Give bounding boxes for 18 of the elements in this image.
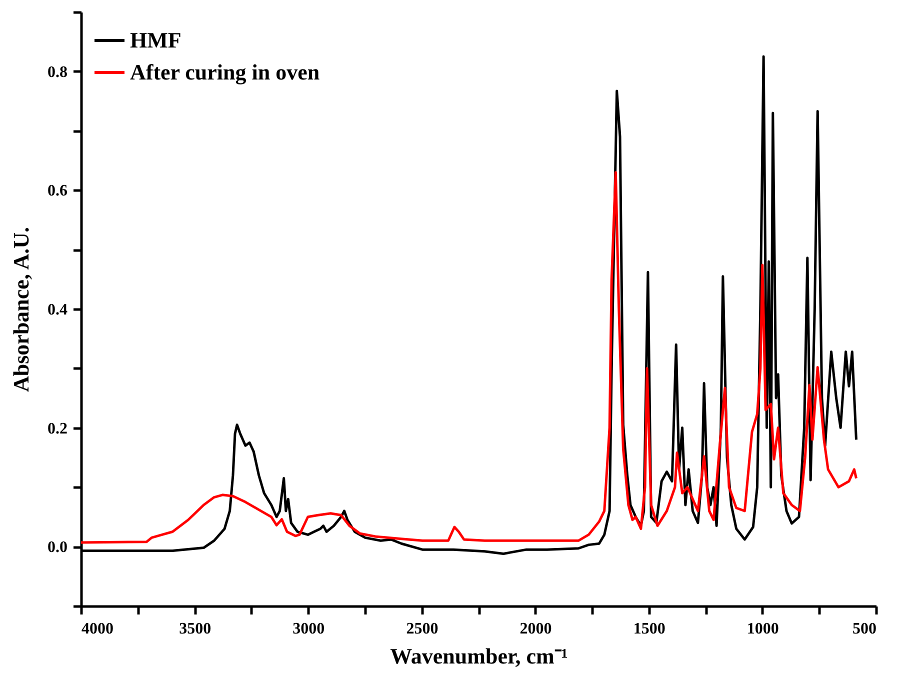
x-tick-label: 4000 (82, 620, 114, 638)
x-tick-label: 2500 (406, 620, 438, 638)
legend-label: HMF (130, 28, 182, 52)
x-tick-label: 1000 (746, 620, 779, 638)
line-series (80, 171, 858, 544)
y-tick-label: 0.2 (48, 420, 68, 438)
x-tick-label: 3500 (179, 620, 212, 638)
legend-label: After curing in oven (130, 60, 320, 84)
x-tick-label: 2000 (520, 620, 552, 638)
x-tick-label: 500 (852, 620, 876, 638)
y-tick-label: 0.8 (48, 64, 68, 81)
x-tick-label: 1500 (633, 620, 666, 638)
y-tick-label: 0.0 (48, 539, 68, 556)
x-axis-title: Wavenumber, cm⁻¹ (390, 644, 568, 668)
y-tick-label: 0.6 (48, 182, 68, 200)
y-axis-title: Absorbance, A.U. (8, 226, 34, 392)
y-tick-label: 0.4 (48, 302, 68, 318)
x-tick-label: 3000 (292, 620, 325, 638)
